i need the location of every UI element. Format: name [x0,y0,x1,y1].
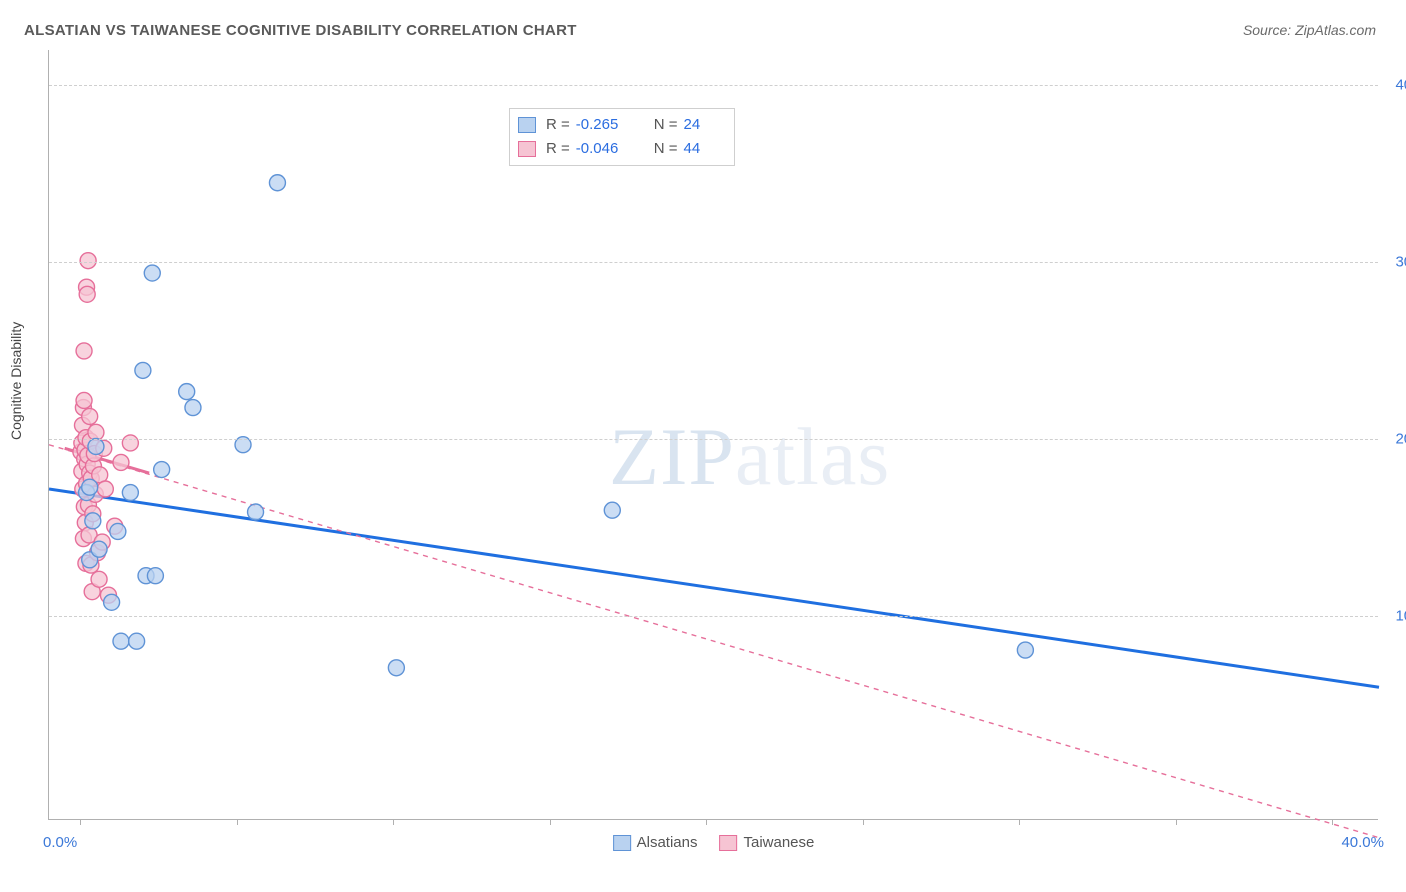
legend-r-value: -0.265 [576,113,634,137]
legend-n-label: N = [654,113,678,137]
data-point [248,504,264,520]
legend-n-value: 24 [684,113,712,137]
data-point [113,633,129,649]
data-point [97,481,113,497]
data-point [147,568,163,584]
data-point [76,392,92,408]
data-point [110,523,126,539]
legend-r-value: -0.046 [576,137,634,161]
gridline [49,439,1378,440]
data-point [104,594,120,610]
data-point [144,265,160,281]
data-point [88,439,104,455]
legend-bottom: Alsatians Taiwanese [613,834,815,851]
data-point [80,253,96,269]
x-tick [237,819,238,825]
legend-r-label: R = [546,137,570,161]
legend-swatch [518,117,536,133]
data-point [179,384,195,400]
y-tick-label: 30.0% [1388,254,1406,271]
legend-n-value: 44 [684,137,712,161]
legend-r-label: R = [546,113,570,137]
data-point [388,660,404,676]
data-point [85,513,101,529]
gridline [49,85,1378,86]
data-point [269,175,285,191]
legend-row: R =-0.046 N =44 [518,137,722,161]
x-tick [1332,819,1333,825]
data-point [122,485,138,501]
data-point [76,343,92,359]
y-tick-label: 10.0% [1388,608,1406,625]
data-point [135,362,151,378]
legend-swatch [613,835,631,851]
legend-n-label: N = [654,137,678,161]
data-point [79,286,95,302]
legend-swatch [518,141,536,157]
data-point [604,502,620,518]
data-point [91,541,107,557]
source-label: Source: ZipAtlas.com [1243,22,1376,38]
legend-row: R =-0.265 N =24 [518,113,722,137]
x-tick [863,819,864,825]
chart-title: ALSATIAN VS TAIWANESE COGNITIVE DISABILI… [24,22,577,39]
y-tick-label: 40.0% [1388,77,1406,94]
legend-bottom-item: Taiwanese [719,834,814,851]
data-point [129,633,145,649]
x-tick [706,819,707,825]
data-point [185,400,201,416]
legend-series-name: Alsatians [637,834,698,851]
data-point [154,462,170,478]
x-tick [1019,819,1020,825]
x-tick [80,819,81,825]
legend-bottom-item: Alsatians [613,834,698,851]
data-point [91,571,107,587]
x-tick [393,819,394,825]
gridline [49,616,1378,617]
data-point [82,479,98,495]
legend-swatch [719,835,737,851]
gridline [49,262,1378,263]
legend-series-name: Taiwanese [743,834,814,851]
x-tick [1176,819,1177,825]
x-tick [550,819,551,825]
data-point [113,454,129,470]
y-axis-title: Cognitive Disability [8,322,24,440]
data-point [82,408,98,424]
y-tick-label: 20.0% [1388,431,1406,448]
data-point [1017,642,1033,658]
x-origin-label: 0.0% [43,834,77,851]
plot-area: ZIPatlas R =-0.265N =24R =-0.046N =44 Al… [48,50,1378,820]
data-point [122,435,138,451]
x-max-label: 40.0% [1341,834,1384,851]
legend-top: R =-0.265 N =24 R =-0.046 N =44 [509,108,735,166]
